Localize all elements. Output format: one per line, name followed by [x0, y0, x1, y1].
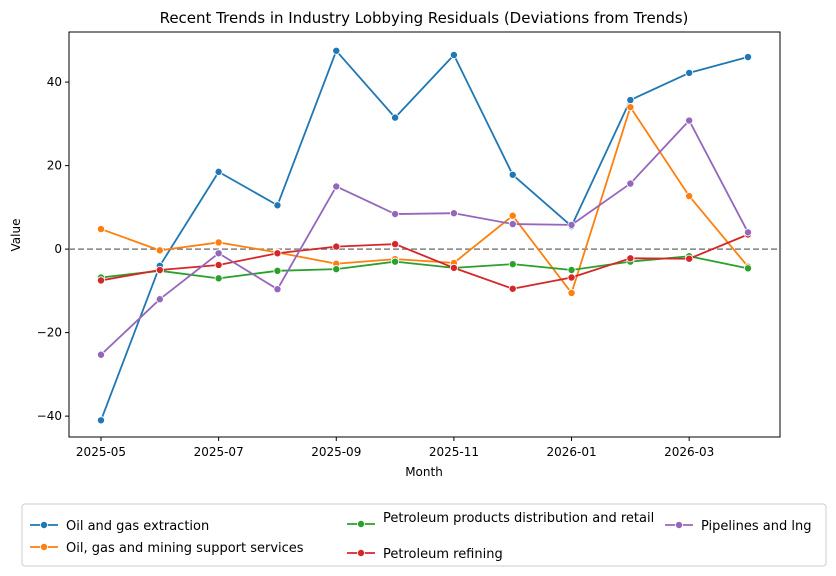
data-point [567, 273, 576, 282]
series-line [100, 119, 749, 356]
data-point [214, 167, 223, 176]
data-point [508, 260, 517, 269]
data-point [508, 284, 517, 293]
data-point [332, 182, 341, 191]
data-point [685, 116, 694, 125]
data-point [273, 249, 282, 258]
series-line [100, 233, 749, 290]
data-point [214, 274, 223, 283]
legend-label: Oil and gas extraction [66, 519, 209, 534]
data-point [332, 242, 341, 251]
data-point [332, 46, 341, 55]
y-tick-label: 0 [54, 242, 62, 256]
data-point [744, 53, 753, 62]
legend-label: Pipelines and lng [701, 519, 811, 534]
legend-marker [675, 521, 684, 530]
data-point [567, 265, 576, 274]
data-point [214, 249, 223, 258]
data-point [685, 68, 694, 77]
data-point [744, 228, 753, 237]
data-point [685, 254, 694, 263]
data-point [685, 192, 694, 201]
x-tick-label: 2026-01 [546, 445, 596, 459]
data-point [626, 103, 635, 112]
plot-area [68, 31, 781, 438]
legend-item: Petroleum refining [347, 547, 503, 562]
y-tick-label: −20 [37, 326, 62, 340]
legend-marker [356, 520, 365, 529]
plot-frame [68, 31, 781, 438]
x-tick-label: 2025-11 [429, 445, 479, 459]
data-point [626, 179, 635, 188]
data-point [155, 265, 164, 274]
data-point [273, 266, 282, 275]
data-point [567, 220, 576, 229]
legend-label: Petroleum refining [383, 547, 503, 562]
data-point [508, 211, 517, 220]
data-point [626, 96, 635, 105]
series-line [100, 255, 749, 280]
x-axis-ticks: 2025-05 2025-07 2025-09 2025-11 2026-01 2026-… [76, 437, 714, 459]
data-point [449, 263, 458, 272]
data-point [391, 257, 400, 266]
x-tick-label: 2025-09 [311, 445, 361, 459]
data-point [273, 285, 282, 294]
chart-title: Recent Trends in Industry Lobbying Resid… [160, 9, 689, 27]
y-tick-label: 40 [47, 75, 62, 89]
legend-marker [40, 543, 49, 552]
legend-marker [40, 521, 49, 530]
data-point [391, 210, 400, 219]
legend-label: Oil, gas and mining support services [66, 541, 304, 556]
y-axis-label: Value [9, 219, 23, 252]
legend-item: Oil and gas extraction [30, 519, 209, 534]
legend-label: Petroleum products distribution and reta… [383, 511, 654, 526]
data-point [508, 170, 517, 179]
x-tick-label: 2025-05 [76, 445, 126, 459]
data-point [449, 209, 458, 218]
legend-item: Pipelines and lng [665, 519, 811, 534]
legend: Oil and gas extraction Oil, gas and minin… [21, 503, 827, 567]
series-0 [97, 46, 753, 425]
data-point [155, 246, 164, 255]
data-point [626, 254, 635, 263]
legend-item: Oil, gas and mining support services [30, 541, 304, 556]
data-point [214, 260, 223, 269]
x-axis-label: Month [405, 465, 443, 479]
series-3 [97, 230, 753, 293]
legend-marker [356, 549, 365, 558]
y-tick-label: 20 [47, 159, 62, 173]
y-axis-ticks: −40 −20 0 20 40 [37, 75, 69, 423]
data-point [391, 240, 400, 249]
series-line [100, 106, 749, 294]
legend-item: Petroleum products distribution and reta… [347, 511, 654, 529]
data-point [273, 201, 282, 210]
x-tick-label: 2025-07 [194, 445, 244, 459]
data-point [155, 295, 164, 304]
x-tick-label: 2026-03 [664, 445, 714, 459]
series-line [100, 49, 749, 421]
data-point [744, 264, 753, 273]
y-tick-label: −40 [37, 409, 62, 423]
data-point [508, 220, 517, 229]
data-point [97, 225, 106, 234]
data-point [214, 238, 223, 247]
series-layer [97, 46, 753, 425]
data-point [97, 276, 106, 285]
series-4 [97, 116, 753, 359]
data-point [332, 265, 341, 274]
data-point [391, 113, 400, 122]
legend-frame [21, 503, 827, 567]
data-point [97, 350, 106, 359]
data-point [97, 416, 106, 425]
data-point [567, 288, 576, 297]
data-point [449, 50, 458, 59]
